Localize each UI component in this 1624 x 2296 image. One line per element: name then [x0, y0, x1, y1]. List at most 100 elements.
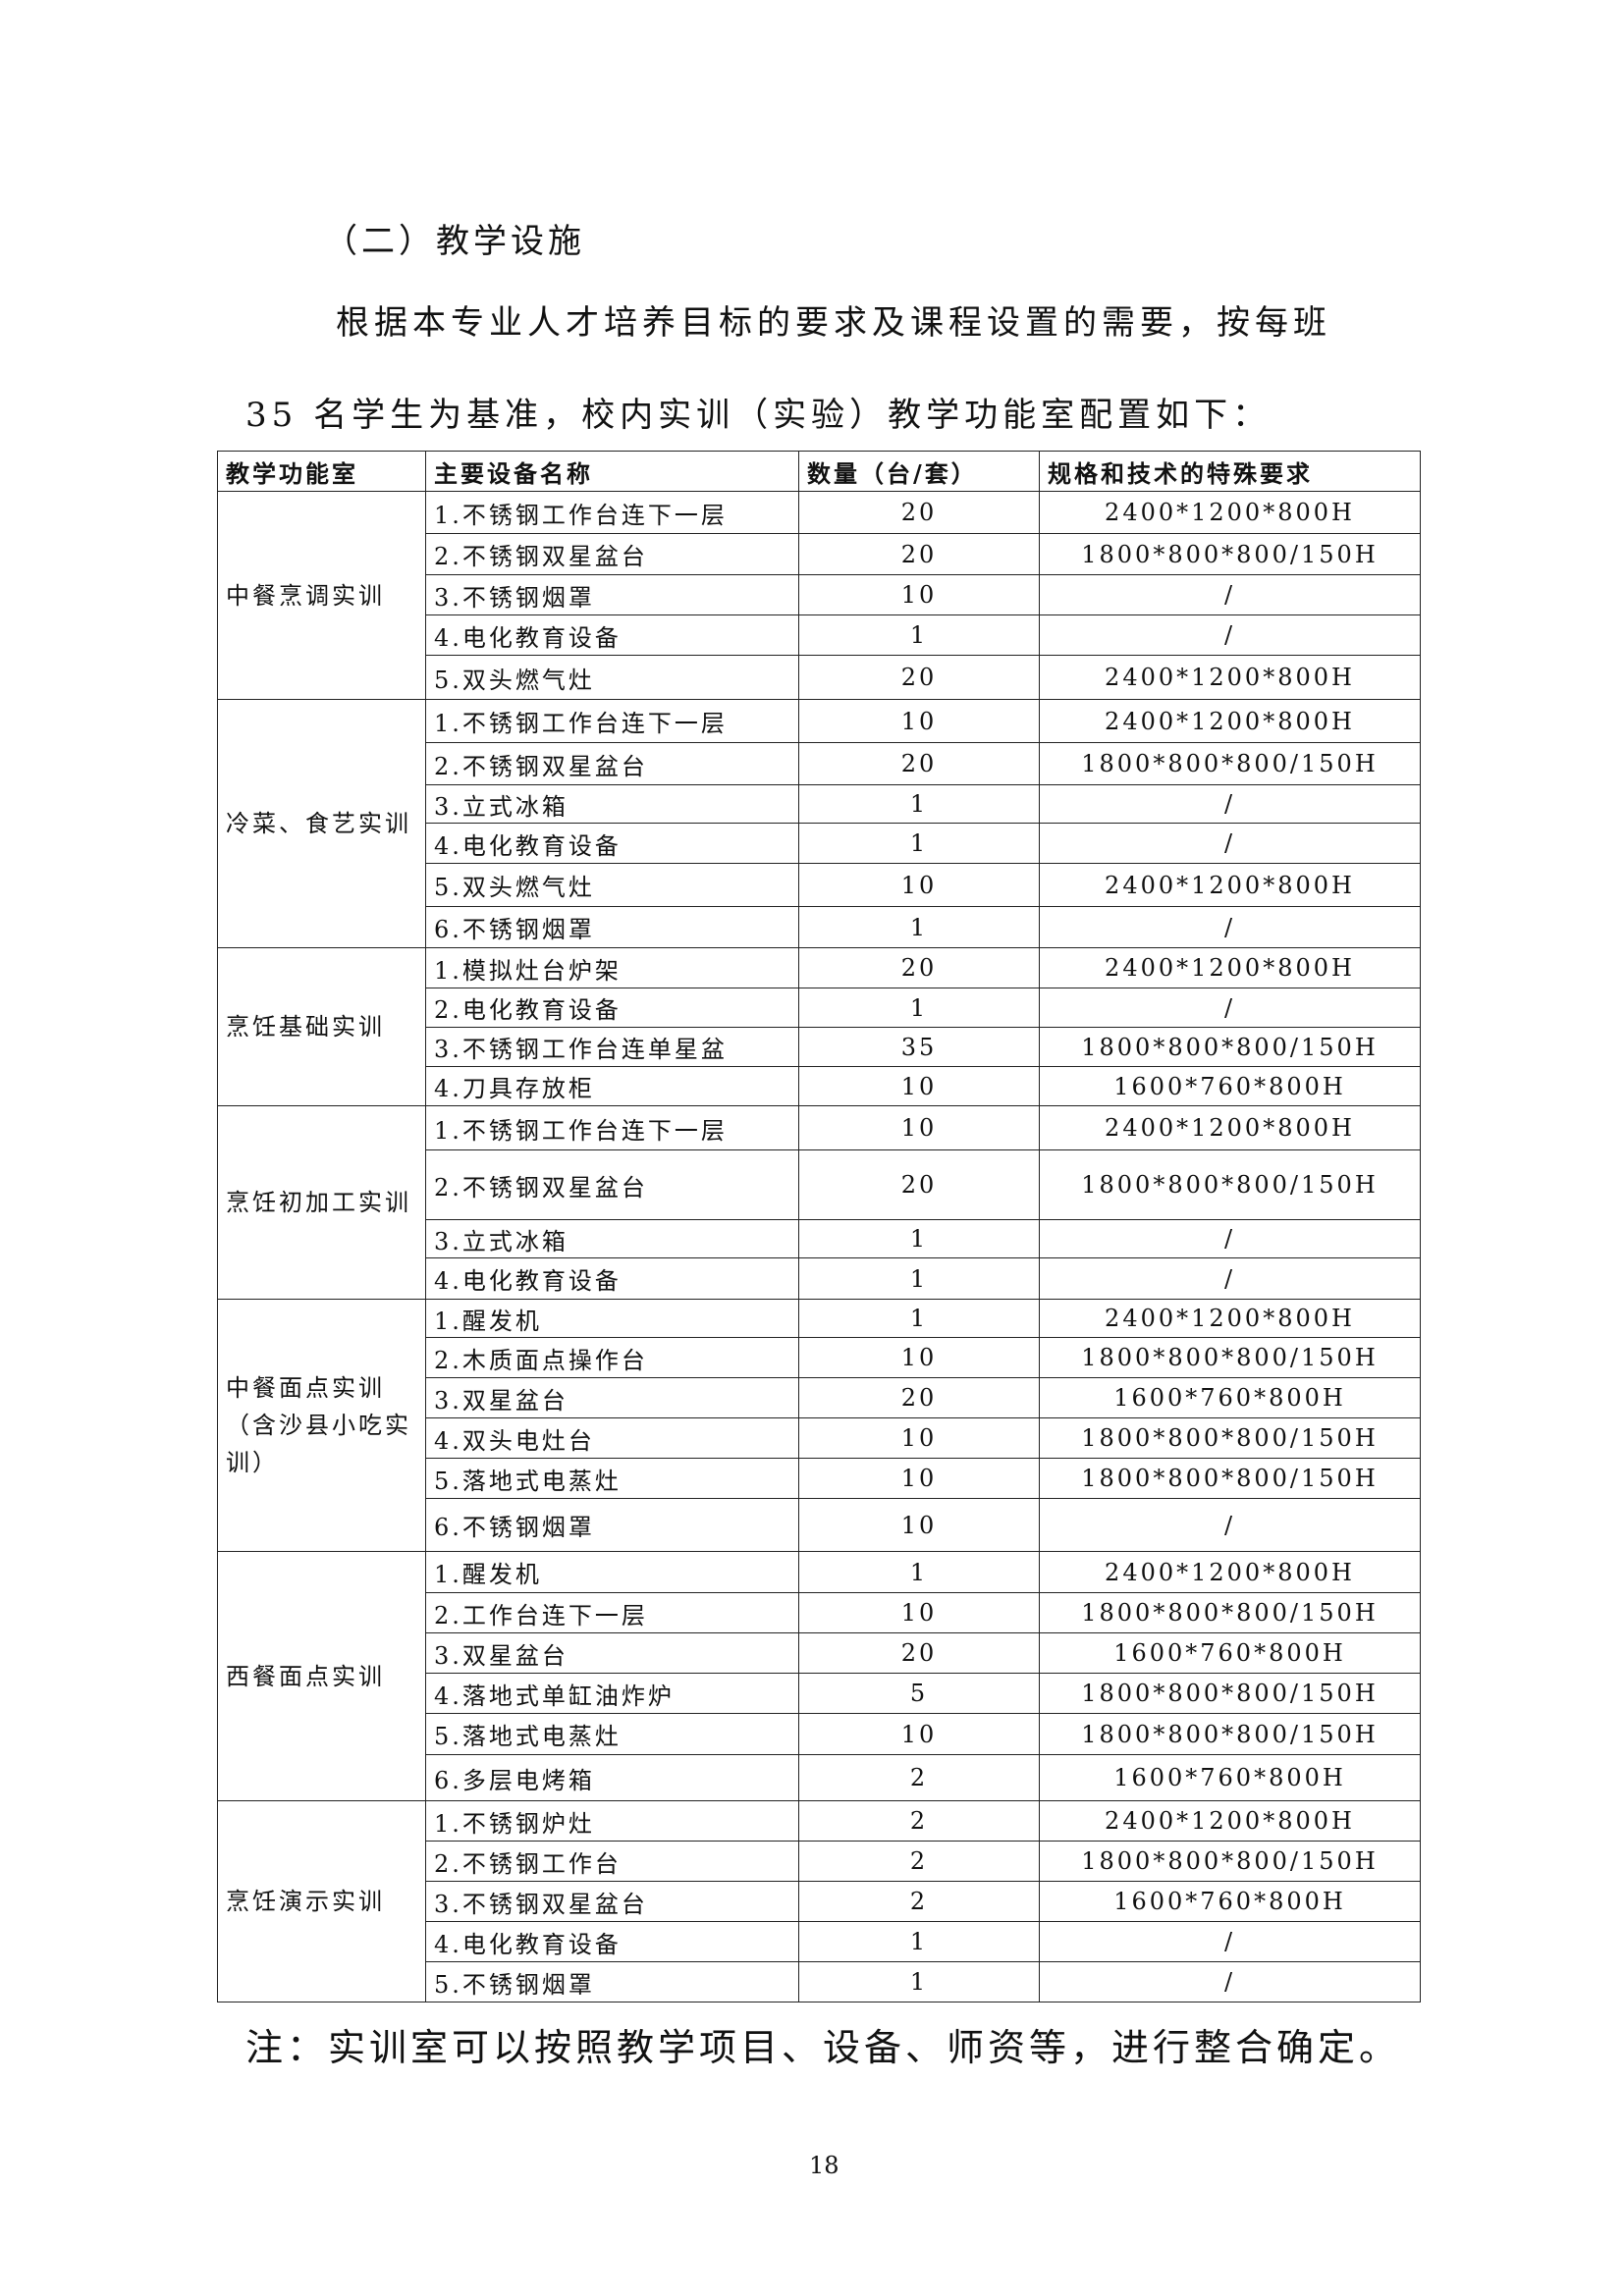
quantity-cell: 20 [798, 947, 1040, 988]
equipment-cell: 3.双星盆台 [425, 1632, 799, 1674]
spec-cell: / [1039, 1498, 1421, 1552]
quantity-cell: 2 [798, 1754, 1040, 1801]
quantity-cell: 1 [798, 988, 1040, 1028]
equipment-cell: 1.不锈钢工作台连下一层 [425, 1105, 799, 1150]
room-cell: 中餐烹调实训 [217, 491, 426, 700]
quantity-cell: 10 [798, 863, 1040, 907]
table-row: 5.落地式电蒸灶 10 1800*800*800/150H [218, 1458, 1421, 1499]
table-row: 2.不锈钢双星盆台 20 1800*800*800/150H [218, 533, 1421, 575]
quantity-cell: 10 [798, 699, 1040, 743]
spec-cell: / [1039, 1961, 1421, 2002]
equipment-cell: 1.不锈钢工作台连下一层 [425, 491, 799, 534]
table-row: 6.不锈钢烟罩 1/ [218, 906, 1421, 948]
spec-cell: 1600*760*800H [1039, 1377, 1421, 1418]
spec-cell: 2400*1200*800H [1039, 863, 1421, 907]
spec-cell: 2400*1200*800H [1039, 491, 1421, 534]
equipment-cell: 1.醒发机 [425, 1551, 799, 1593]
equipment-cell: 4.落地式单缸油炸炉 [425, 1673, 799, 1714]
quantity-cell: 10 [798, 1417, 1040, 1459]
spec-cell: 2400*1200*800H [1039, 1800, 1421, 1842]
equipment-cell: 5.双头燃气灶 [425, 655, 799, 700]
table-row: 中餐烹调实训 1.不锈钢工作台连下一层 20 2400*1200*800H [217, 491, 1421, 700]
table-row: 2.不锈钢双星盆台 20 1800*800*800/150H [218, 1149, 1421, 1220]
equipment-cell: 3.不锈钢双星盆台 [425, 1881, 799, 1922]
equipment-cell: 4.电化教育设备 [425, 1257, 799, 1300]
spec-cell: 1800*800*800/150H [1039, 1841, 1421, 1882]
quantity-cell: 35 [798, 1027, 1040, 1067]
quantity-cell: 1 [798, 1299, 1040, 1338]
equipment-cell: 4.电化教育设备 [425, 614, 799, 656]
table-row: 4.刀具存放柜 10 1600*760*800H [218, 1066, 1421, 1106]
equipment-cell: 3.双星盆台 [425, 1377, 799, 1418]
quantity-cell: 1 [798, 1219, 1040, 1258]
quantity-cell: 10 [798, 1498, 1040, 1552]
spec-cell: 1600*760*800H [1039, 1754, 1421, 1801]
spec-cell: 2400*1200*800H [1039, 1551, 1421, 1593]
quantity-cell: 2 [798, 1881, 1040, 1922]
equipment-cell: 5.双头燃气灶 [425, 863, 799, 907]
table-row: 2.木质面点操作台 10 1800*800*800/150H [218, 1337, 1421, 1378]
equipment-cell: 2.不锈钢工作台 [425, 1841, 799, 1882]
spec-cell: 2400*1200*800H [1039, 1299, 1421, 1338]
page-number: 18 [809, 2152, 839, 2179]
spec-cell: 1800*800*800/150H [1039, 1673, 1421, 1714]
spec-cell: 1800*800*800/150H [1039, 1149, 1421, 1220]
equipment-cell: 4.双头电灶台 [425, 1417, 799, 1459]
quantity-cell: 10 [798, 574, 1040, 615]
spec-cell: / [1039, 1219, 1421, 1258]
quantity-cell: 5 [798, 1673, 1040, 1714]
equipment-cell: 1.模拟灶台炉架 [425, 947, 799, 988]
quantity-cell: 20 [798, 491, 1040, 534]
spec-cell: / [1039, 906, 1421, 948]
equipment-cell: 6.不锈钢烟罩 [425, 1498, 799, 1552]
spec-cell: 1800*800*800/150H [1039, 1713, 1421, 1755]
equipment-cell: 6.不锈钢烟罩 [425, 906, 799, 948]
table-row: 3.不锈钢双星盆台 2 1600*760*800H [218, 1881, 1421, 1922]
spec-cell: 1800*800*800/150H [1039, 1458, 1421, 1499]
table-row: 2.工作台连下一层 10 1800*800*800/150H [218, 1592, 1421, 1633]
table-row: 5.双头燃气灶 10 2400*1200*800H [218, 863, 1421, 907]
table-row: 3.立式冰箱 1/ [218, 784, 1421, 824]
equipment-cell: 4.电化教育设备 [425, 1921, 799, 1962]
equipment-cell: 2.不锈钢双星盆台 [425, 533, 799, 575]
quantity-cell: 1 [798, 1921, 1040, 1962]
quantity-cell: 20 [798, 655, 1040, 700]
equipment-cell: 4.刀具存放柜 [425, 1066, 799, 1106]
equipment-cell: 1.不锈钢工作台连下一层 [425, 699, 799, 743]
quantity-cell: 10 [798, 1105, 1040, 1150]
table-row: 烹饪基础实训 1.模拟灶台炉架 20 2400*1200*800H [217, 947, 1421, 1106]
equipment-cell: 3.不锈钢烟罩 [425, 574, 799, 615]
table-row: 西餐面点实训 1.醒发机 1 2400*1200*800H [217, 1551, 1421, 1801]
equipment-cell: 3.立式冰箱 [425, 784, 799, 824]
table-row: 4.电化教育设备 1/ [218, 1921, 1421, 1962]
equipment-cell: 1.醒发机 [425, 1299, 799, 1338]
spec-cell: 1800*800*800/150H [1039, 1337, 1421, 1378]
equipment-cell: 6.多层电烤箱 [425, 1754, 799, 1801]
quantity-cell: 10 [798, 1713, 1040, 1755]
spec-cell: 2400*1200*800H [1039, 655, 1421, 700]
room-cell: 烹饪演示实训 [217, 1800, 426, 2002]
equipment-cell: 3.不锈钢工作台连单星盆 [425, 1027, 799, 1067]
section-heading: （二）教学设施 [324, 222, 585, 261]
room-cell: 烹饪基础实训 [217, 947, 426, 1106]
quantity-cell: 20 [798, 1377, 1040, 1418]
spec-cell: / [1039, 574, 1421, 615]
quantity-cell: 1 [798, 614, 1040, 656]
equipment-cell: 2.不锈钢双星盆台 [425, 742, 799, 785]
spec-cell: / [1039, 823, 1421, 864]
quantity-cell: 1 [798, 906, 1040, 948]
header-room: 教学功能室 [217, 451, 426, 492]
spec-cell: 2400*1200*800H [1039, 947, 1421, 988]
quantity-cell: 10 [798, 1066, 1040, 1106]
table-row: 4.电化教育设备 1/ [218, 823, 1421, 864]
quantity-cell: 10 [798, 1458, 1040, 1499]
table-row: 3.不锈钢工作台连单星盆 35 1800*800*800/150H [218, 1027, 1421, 1067]
equipment-cell: 5.落地式电蒸灶 [425, 1713, 799, 1755]
quantity-cell: 10 [798, 1592, 1040, 1633]
spec-cell: 1600*760*800H [1039, 1066, 1421, 1106]
spec-cell: / [1039, 1921, 1421, 1962]
equipment-cell: 1.不锈钢炉灶 [425, 1800, 799, 1842]
table-row: 4.电化教育设备 1/ [218, 614, 1421, 656]
table-row: 烹饪演示实训 1.不锈钢炉灶 2 2400*1200*800H [217, 1800, 1421, 2002]
table-header-row: 教学功能室 主要设备名称 数量（台/套） 规格和技术的特殊要求 [217, 451, 1421, 492]
